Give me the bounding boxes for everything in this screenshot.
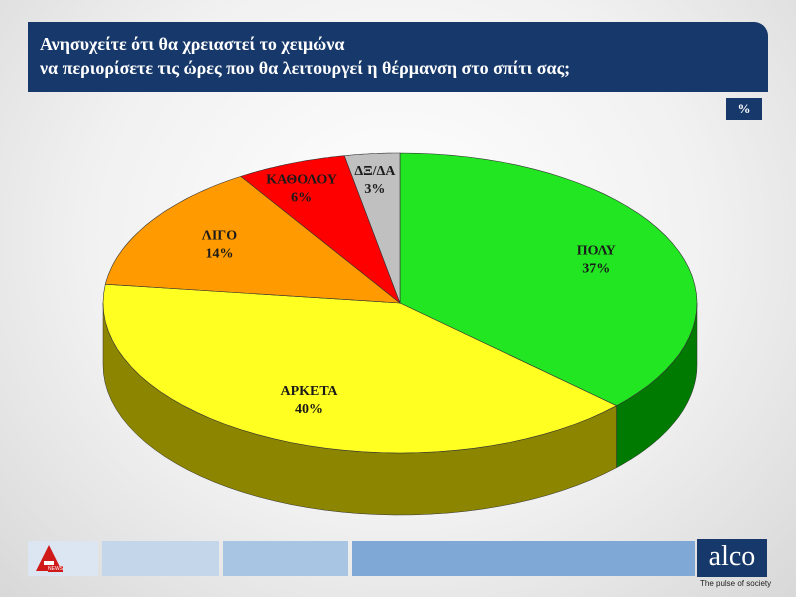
slice-label: ΛΙΓΟ: [202, 228, 237, 243]
slice-label: ΔΞ/ΔΑ: [354, 164, 396, 179]
slice: [399, 152, 698, 407]
value-label: 14%: [205, 246, 233, 261]
slice: [343, 152, 401, 304]
slice: [102, 283, 618, 454]
chart: ΠΟΛΥ 37% ΑΡΚΕΤΑ 40% ΛΙΓΟ 14% ΚΑΘΟΛΟΥ 6% ΔΞ/ΔΑ 3%: [102, 152, 698, 516]
slice: [240, 155, 401, 304]
header: Ανησυχείτε ότι θα χρειαστεί το χειμώνα ν…: [28, 22, 768, 92]
subtitle: να περιορίσετε τις ώρες που θα λειτουργε…: [40, 58, 571, 78]
value-label: 6%: [291, 191, 312, 206]
logo: alco: [697, 539, 767, 577]
slice: [104, 176, 401, 304]
footer-bar: [352, 541, 695, 576]
tagline: The pulse of society: [700, 579, 772, 588]
badge-text: NEWS: [48, 566, 63, 572]
slice-label: ΠΟΛΥ: [577, 243, 616, 258]
slice-label: ΑΡΚΕΤΑ: [280, 384, 338, 399]
slice-label: ΚΑΘΟΛΟΥ: [266, 173, 337, 188]
value-label: 37%: [582, 261, 610, 276]
badge-icon: [36, 545, 62, 571]
value-label: 40%: [295, 402, 323, 417]
footer-bar: [223, 541, 348, 576]
title: Ανησυχείτε ότι θα χρειαστεί το χειμώνα: [40, 34, 345, 54]
value-label: 3%: [364, 182, 385, 197]
unit-label: %: [726, 98, 762, 120]
footer-bar: [102, 541, 219, 576]
